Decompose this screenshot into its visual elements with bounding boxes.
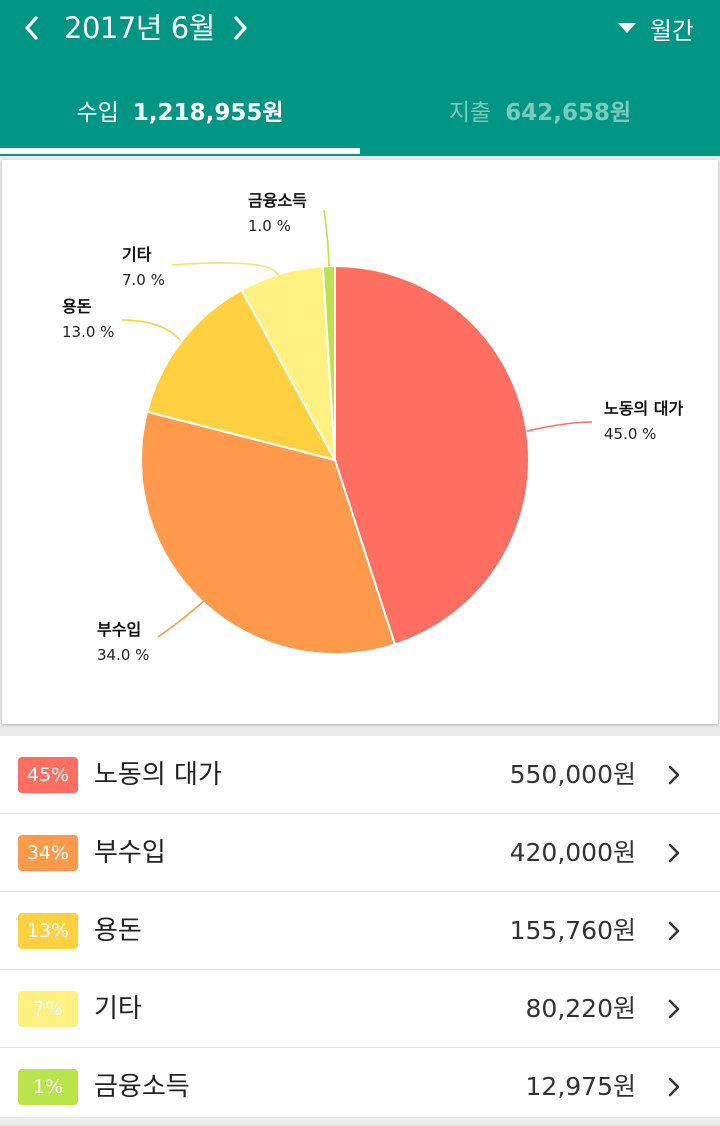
category-name: 금융소득	[94, 1072, 190, 1102]
slice-label-percent: 34.0 %	[97, 646, 149, 664]
month-title: 2017년 6월	[64, 11, 215, 45]
category-amount: 80,220원	[525, 994, 636, 1023]
pie-slice[interactable]	[321, 264, 336, 461]
pie-chart: 노동의 대가 45.0 % 부수입 34.0 % 용돈 13.0 % 기타 7.0 % 금융소득…	[62, 191, 683, 664]
category-amount: 155,760원	[509, 916, 636, 945]
chevron-left-icon	[25, 16, 38, 40]
tab-income-label: 수입	[76, 100, 119, 126]
month-navigation: 2017년 6월 월간	[0, 0, 720, 60]
caret-down-icon	[617, 23, 636, 33]
tab-indicator	[0, 148, 360, 154]
pie-slice[interactable]	[145, 288, 337, 462]
chevron-right-icon	[668, 921, 680, 941]
slice-label-name: 부수입	[97, 620, 141, 639]
category-name: 기타	[94, 994, 142, 1024]
app-header: 2017년 6월 월간 수입 1,218,955원 지출 642,658원	[0, 0, 720, 156]
tab-income[interactable]: 수입 1,218,955원	[0, 86, 360, 134]
period-selector[interactable]: 월간	[617, 8, 694, 48]
list-item[interactable]: 7% 기타 80,220원	[0, 970, 720, 1048]
previous-month-button[interactable]	[12, 8, 52, 48]
category-amount: 12,975원	[525, 1072, 636, 1101]
slice-label-percent: 13.0 %	[62, 323, 114, 341]
tab-expense[interactable]: 지출 642,658원	[360, 86, 720, 134]
percent-badge: 34%	[18, 835, 78, 871]
slice-label-name: 금융소득	[248, 191, 307, 210]
slice-label-percent: 7.0 %	[122, 271, 165, 289]
tab-income-amount: 1,218,955원	[132, 100, 284, 126]
leader-line	[157, 600, 205, 638]
chevron-right-icon	[668, 843, 680, 863]
tab-expense-label: 지출	[448, 100, 492, 126]
slice-label-name: 용돈	[62, 297, 92, 316]
chevron-right-icon	[668, 765, 680, 785]
leader-line	[171, 262, 279, 276]
leader-line	[323, 209, 330, 267]
category-name: 노동의 대가	[94, 760, 222, 790]
chevron-right-icon	[668, 1077, 680, 1097]
slice-label-percent: 1.0 %	[248, 217, 291, 235]
category-list: 45% 노동의 대가 550,000원 34% 부수입 420,000원 13%…	[0, 736, 720, 1126]
percent-badge: 13%	[18, 913, 78, 949]
list-item[interactable]: 45% 노동의 대가 550,000원	[0, 736, 720, 814]
chevron-right-icon	[668, 999, 680, 1019]
category-name: 용돈	[94, 916, 142, 946]
list-item[interactable]: 13% 용돈 155,760원	[0, 892, 720, 970]
category-name: 부수입	[94, 838, 166, 868]
tab-expense-amount: 642,658원	[505, 100, 632, 126]
pie-slice[interactable]	[334, 264, 530, 646]
chevron-right-icon	[234, 16, 247, 40]
category-amount: 420,000원	[509, 838, 636, 867]
pie-chart-card: 노동의 대가 45.0 % 부수입 34.0 % 용돈 13.0 % 기타 7.0 % 금융소득…	[2, 160, 718, 724]
leader-line	[526, 421, 593, 432]
slice-label-name: 노동의 대가	[604, 399, 683, 418]
percent-badge: 1%	[18, 1069, 78, 1105]
period-label: 월간	[649, 16, 694, 45]
next-month-button[interactable]	[220, 8, 260, 48]
list-item[interactable]: 1% 금융소득 12,975원	[0, 1048, 720, 1126]
category-amount: 550,000원	[509, 760, 636, 789]
pie-slice[interactable]	[140, 410, 397, 655]
slice-label-name: 기타	[122, 245, 152, 264]
percent-badge: 45%	[18, 757, 78, 793]
list-item[interactable]: 34% 부수입 420,000원	[0, 814, 720, 892]
leader-line	[121, 319, 181, 341]
percent-badge: 7%	[18, 991, 78, 1027]
slice-label-percent: 45.0 %	[604, 425, 656, 443]
